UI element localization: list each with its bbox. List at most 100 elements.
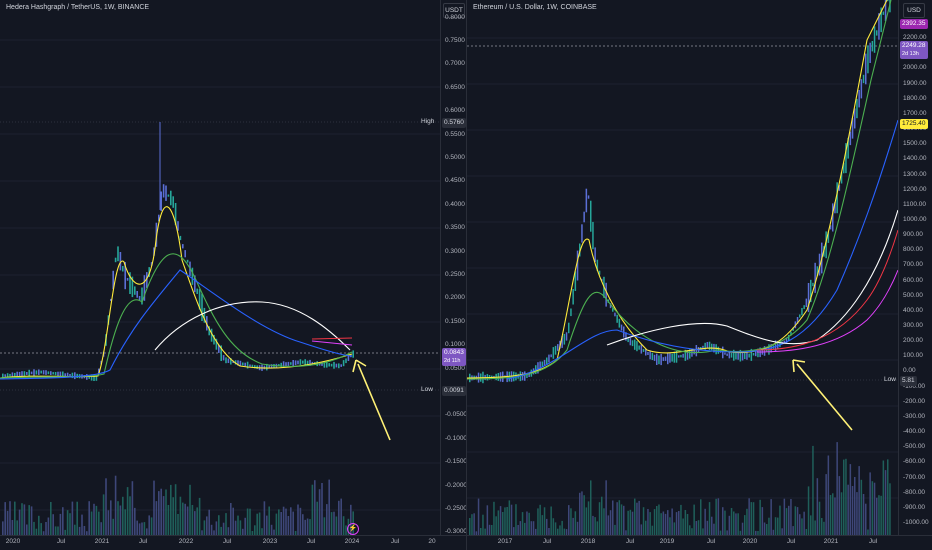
left-time-tick: 2024: [344, 538, 360, 545]
right-volume-bar: [869, 472, 871, 536]
right-price-tick: -900.00: [903, 503, 926, 511]
right-candle: [739, 349, 742, 362]
right-volume-bar: [693, 504, 695, 536]
left-currency-button[interactable]: USDT: [443, 3, 465, 18]
right-candle: [880, 7, 882, 33]
left-price-axis[interactable]: USDT 0.8000 0.7500 0.7000 0.6500 0.6000 0.550…: [440, 0, 466, 536]
left-candle: [2, 373, 4, 379]
right-volume-bar: [766, 524, 768, 536]
right-volume-bar: [526, 511, 528, 536]
left-volume-bar: [138, 523, 141, 536]
right-volume-bar: [768, 517, 770, 536]
right-volume-bar: [517, 525, 519, 536]
right-volume-bar: [616, 502, 618, 536]
right-chart-pane[interactable]: Ethereum / U.S. Dollar, 1W, COINBASE USD…: [467, 0, 932, 550]
left-price-tick: -0.1000: [445, 434, 466, 442]
left-volume-bar: [62, 507, 64, 536]
right-volume-bar: [876, 497, 878, 536]
left-candle: [194, 275, 196, 293]
left-volume-bar: [174, 484, 177, 536]
left-candle: [26, 372, 28, 375]
right-volume-bar: [682, 518, 684, 536]
right-volume-bar: [521, 512, 524, 536]
left-candle: [62, 371, 64, 378]
right-volume-bar: [704, 508, 706, 536]
left-candle: [47, 371, 50, 375]
right-price-tick: -300.00: [903, 412, 926, 420]
left-blue-ma: [0, 269, 353, 380]
left-chart-canvas[interactable]: [0, 0, 440, 536]
right-candle: [541, 361, 544, 368]
left-volume-bar: [105, 478, 107, 536]
left-volume-bar: [40, 523, 42, 536]
right-candle: [614, 312, 616, 317]
right-chart-canvas[interactable]: [467, 0, 898, 536]
left-volume-bar: [335, 516, 338, 536]
right-price-tick: 1700.00: [903, 109, 927, 117]
left-time-tick: 2023: [262, 538, 278, 545]
left-volume-bar: [102, 494, 105, 536]
right-candle: [783, 340, 786, 343]
left-high-label: High: [421, 118, 435, 125]
left-candle: [146, 272, 148, 288]
left-volume-bar: [114, 475, 117, 536]
right-volume-bar: [502, 512, 504, 536]
right-volume-bar: [638, 500, 640, 536]
right-volume-bar: [827, 455, 830, 536]
left-candle: [122, 266, 124, 272]
left-candle: [266, 363, 268, 371]
right-volume-bar: [532, 521, 535, 536]
right-candle: [636, 341, 638, 352]
left-high-badge: 0.5760: [442, 118, 466, 128]
right-time-axis[interactable]: 2017 Jul 2018 Jul 2019 Jul 2020 Jul 2021 Jul: [467, 535, 932, 550]
left-volume-bar: [215, 521, 218, 536]
right-volume-bar: [746, 508, 748, 536]
right-symbol-title[interactable]: Ethereum / U.S. Dollar, 1W, COINBASE: [473, 4, 597, 11]
left-candle: [246, 361, 249, 369]
right-last-price-badge: 2249.28 2d 13h: [900, 41, 928, 59]
right-price-axis[interactable]: USD 2300.002200.002100.002000.001900.001…: [898, 0, 932, 536]
right-volume-bar: [801, 518, 803, 536]
left-symbol-title[interactable]: Hedera Hashgraph / TetherUS, 1W, BINANCE: [6, 4, 150, 11]
left-volume-bar: [9, 501, 11, 536]
left-volume-bar: [100, 522, 102, 536]
left-volume-bar: [2, 521, 4, 536]
right-candle: [671, 353, 673, 362]
left-candle: [114, 257, 117, 263]
right-time-tick: Jul: [625, 538, 635, 545]
left-volume-bar: [338, 500, 340, 536]
left-price-tick: 0.4000: [445, 200, 465, 208]
pane-divider[interactable]: [466, 0, 467, 550]
right-candle: [825, 231, 827, 259]
right-volume-bar: [653, 509, 656, 536]
left-volume-bar: [95, 505, 98, 536]
right-candle: [838, 184, 841, 191]
left-volume-bar: [268, 506, 270, 536]
left-volume-bar: [186, 506, 189, 536]
right-currency-button[interactable]: USD: [903, 3, 925, 18]
left-volume-bar: [249, 508, 251, 536]
left-candle: [90, 374, 93, 381]
right-volume-bar: [719, 530, 722, 536]
lightning-icon[interactable]: ⚡: [347, 523, 359, 535]
left-volume-bar: [172, 497, 174, 536]
right-top-badge: 2392.35: [900, 19, 928, 29]
right-volume-bar: [614, 524, 616, 536]
left-candle: [287, 361, 290, 366]
left-volume-bar: [112, 518, 114, 536]
left-chart-pane[interactable]: Hedera Hashgraph / TetherUS, 1W, BINANCE…: [0, 0, 466, 550]
left-volume-bar: [47, 517, 50, 536]
left-volume-bar: [143, 522, 146, 536]
right-candle: [832, 203, 834, 232]
left-volume-bar: [148, 515, 150, 536]
right-volume-bar: [675, 512, 678, 536]
right-candle: [849, 131, 852, 146]
left-candle: [263, 365, 266, 370]
right-candle: [651, 352, 654, 360]
right-candle: [741, 351, 744, 361]
left-time-axis[interactable]: 2020 Jul 2021 Jul 2022 Jul 2023 Jul 2024 Jul 20: [0, 535, 466, 550]
left-volume-bar: [230, 503, 232, 536]
left-candle: [309, 359, 311, 366]
right-volume-bar: [554, 522, 557, 536]
left-volume-bar: [162, 496, 165, 536]
